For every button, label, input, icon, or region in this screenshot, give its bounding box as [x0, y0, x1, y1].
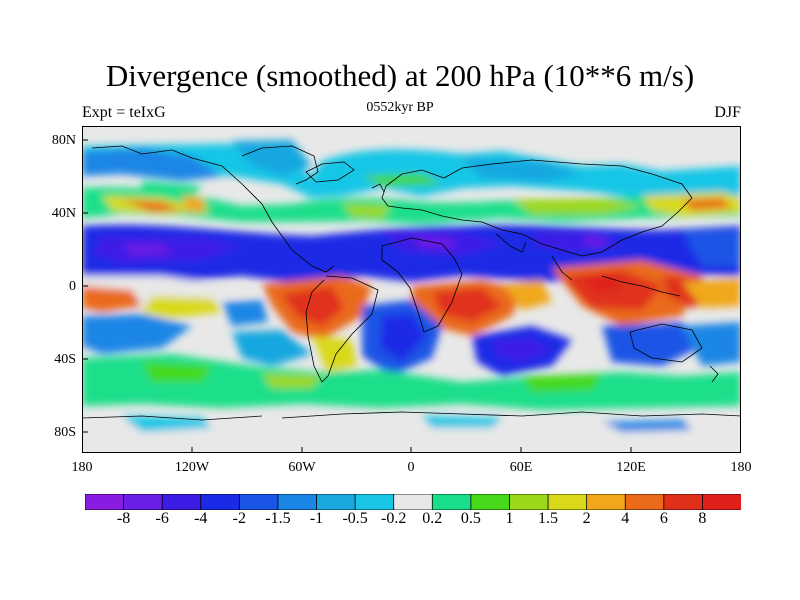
lat-label-40s: 40S — [54, 352, 76, 367]
lon-label-180e: 180 — [730, 460, 752, 475]
lat-label-80s: 80S — [54, 425, 76, 440]
colorbar-swatch — [85, 494, 125, 510]
lon-label-60e: 60E — [509, 460, 533, 475]
colorbar-swatch — [277, 494, 318, 510]
colorbar-swatch — [547, 494, 588, 510]
coastlines — [82, 145, 741, 421]
colorbar-label: -0.2 — [381, 510, 407, 527]
lon-label-120w: 120W — [174, 460, 210, 475]
colorbar-swatch — [702, 494, 741, 510]
colorbar-label: 1 — [505, 510, 514, 527]
colorbar-swatch — [663, 494, 704, 510]
colorbar-swatch — [470, 494, 511, 510]
colorbar-label: 6 — [659, 510, 668, 527]
experiment-label: Expt = teIxG — [82, 104, 166, 121]
colorbar-swatch — [624, 494, 665, 510]
time-label: 0552kyr BP — [366, 100, 434, 115]
colorbar-label: 4 — [621, 510, 630, 527]
lat-label-0: 0 — [69, 279, 76, 294]
colorbar-swatch — [509, 494, 549, 510]
colorbar-swatch — [238, 494, 279, 510]
colorbar-label: -4 — [194, 510, 208, 527]
divergence-map — [82, 126, 741, 453]
colorbar-label: 0.2 — [422, 510, 443, 527]
colorbar-label: -1.5 — [265, 510, 291, 527]
colorbar — [85, 494, 741, 510]
colorbar-label: 1.5 — [538, 510, 559, 527]
colorbar-label: -8 — [116, 510, 131, 527]
colorbar-swatch — [123, 494, 164, 510]
lat-label-80n: 80N — [51, 133, 76, 148]
colorbar-label: 0.5 — [460, 510, 481, 527]
lon-label-180w: 180 — [71, 460, 93, 475]
colorbar-label: -6 — [155, 510, 169, 527]
colorbar-swatch — [431, 494, 472, 510]
colorbar-swatch — [161, 494, 202, 510]
colorbar-label: -1 — [309, 510, 324, 527]
colorbar-swatch — [316, 494, 357, 510]
colorbar-label: 8 — [698, 510, 707, 527]
colorbar-swatch — [354, 494, 395, 510]
colorbar-swatch — [200, 494, 241, 510]
colorbar-label: 2 — [582, 510, 591, 527]
colorbar-swatch — [586, 494, 627, 510]
colorbar-label: -2 — [232, 510, 247, 527]
lon-label-120e: 120E — [616, 460, 646, 475]
season-label: DJF — [714, 104, 741, 121]
colorbar-swatch — [393, 494, 434, 510]
lon-label-0: 0 — [407, 460, 415, 475]
colorbar-label: -0.5 — [342, 510, 368, 527]
axis-ticks — [82, 139, 632, 453]
lat-label-40n: 40N — [51, 206, 76, 221]
chart-title: Divergence (smoothed) at 200 hPa (10**6 … — [105, 58, 695, 93]
lon-label-60w: 60W — [288, 460, 316, 475]
divergence-field — [82, 126, 741, 453]
